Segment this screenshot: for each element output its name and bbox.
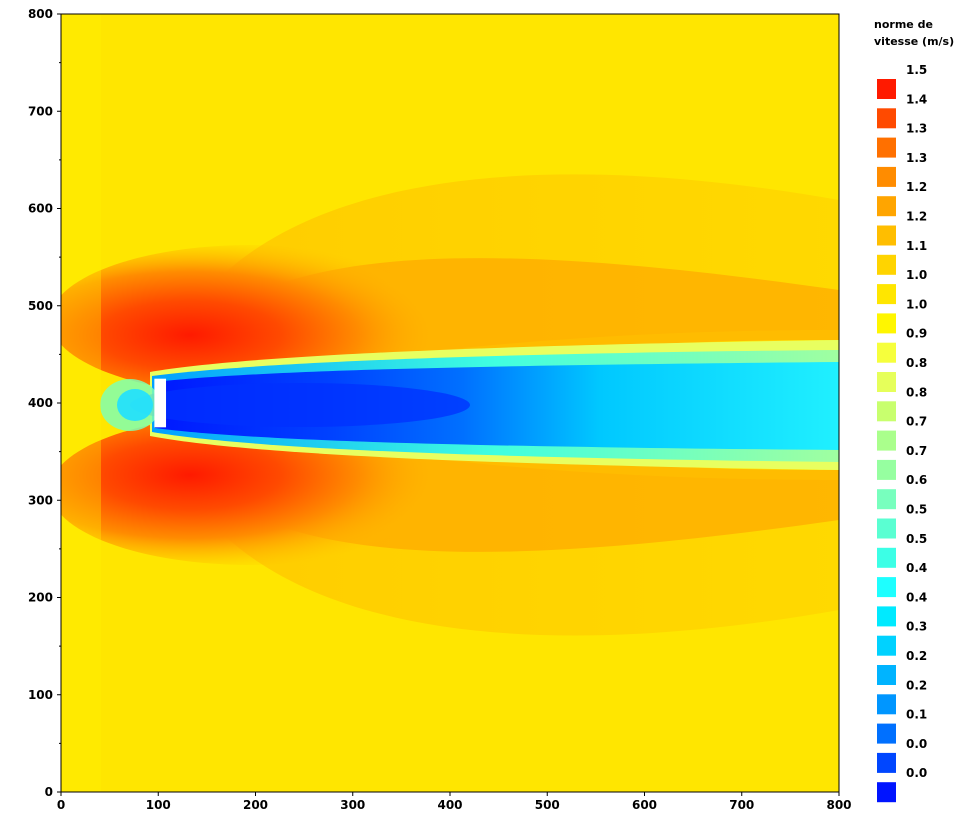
colorbar-swatch <box>877 313 896 334</box>
y-tick-label: 400 <box>28 396 53 410</box>
colorbar-swatch <box>877 518 896 539</box>
x-tick-label: 200 <box>243 798 268 812</box>
y-tick-label: 0 <box>45 785 53 799</box>
colorbar-label: 0.4 <box>906 561 927 575</box>
colorbar-title: norme de vitesse (m/s) <box>874 16 974 50</box>
colorbar-swatch <box>877 372 896 392</box>
colorbar-swatch <box>877 577 896 598</box>
colorbar-label: 1.0 <box>906 297 927 311</box>
y-tick-label: 800 <box>28 7 53 21</box>
colorbar-swatch <box>877 606 896 627</box>
colorbar-swatch <box>877 342 896 363</box>
x-tick-label: 800 <box>826 798 851 812</box>
colorbar-label: 0.4 <box>906 590 927 604</box>
x-tick-label: 600 <box>632 798 657 812</box>
velocity-field <box>61 14 839 792</box>
colorbar-label: 0.3 <box>906 620 927 634</box>
colorbar-swatch <box>877 254 896 275</box>
colorbar: 1.5 1.4 1.3 1.3 1.2 1.2 1.1 1.0 1.0 0.9 0.8 0.8 0.7 0… <box>877 63 927 803</box>
colorbar-swatch <box>877 752 896 773</box>
y-tick-label: 600 <box>28 202 53 216</box>
x-tick-label: 700 <box>729 798 754 812</box>
colorbar-label: 0.7 <box>906 444 927 458</box>
colorbar-swatch <box>877 166 896 187</box>
colorbar-label: 1.4 <box>906 92 927 106</box>
colorbar-label: 0.8 <box>906 356 927 370</box>
colorbar-swatch <box>877 137 896 158</box>
colorbar-label: 0.0 <box>906 766 927 780</box>
y-tick-label: 100 <box>28 688 53 702</box>
colorbar-title-line-2: vitesse (m/s) <box>874 35 955 48</box>
colorbar-label: 1.1 <box>906 239 927 253</box>
x-axis: 0 100 200 300 400 500 600 700 800 <box>57 792 852 812</box>
colorbar-label: 0.2 <box>906 649 927 663</box>
colorbar-label: 1.2 <box>906 180 927 194</box>
colorbar-label: 1.2 <box>906 210 927 224</box>
colorbar-swatch <box>877 225 896 246</box>
colorbar-swatch <box>877 401 896 422</box>
colorbar-swatch <box>877 196 896 217</box>
x-tick-label: 100 <box>146 798 171 812</box>
colorbar-swatch <box>877 694 896 715</box>
colorbar-label: 0.7 <box>906 415 927 429</box>
y-tick-label: 300 <box>28 493 53 507</box>
colorbar-swatch <box>877 547 896 568</box>
colorbar-label: 1.3 <box>906 122 927 136</box>
colorbar-label: 0.2 <box>906 678 927 692</box>
y-tick-label: 200 <box>28 591 53 605</box>
colorbar-label: 0.1 <box>906 708 927 722</box>
colorbar-label: 1.3 <box>906 151 927 165</box>
obstacle <box>154 378 167 428</box>
colorbar-swatch <box>877 723 896 744</box>
colorbar-label: 1.5 <box>906 63 927 77</box>
colorbar-swatch <box>877 459 896 480</box>
colorbar-swatch <box>877 489 896 510</box>
colorbar-swatch <box>877 108 896 129</box>
x-tick-label: 400 <box>437 798 462 812</box>
colorbar-swatch <box>877 635 896 656</box>
colorbar-label: 0.9 <box>906 327 927 341</box>
colorbar-label: 0.5 <box>906 503 927 517</box>
colorbar-swatch <box>877 782 896 803</box>
colorbar-swatch <box>877 430 896 451</box>
colorbar-label: 0.0 <box>906 737 927 751</box>
colorbar-swatch <box>877 79 896 99</box>
y-tick-label: 700 <box>28 104 53 118</box>
colorbar-label: 0.8 <box>906 385 927 399</box>
colorbar-title-line-1: norme de <box>874 18 933 31</box>
x-tick-label: 0 <box>57 798 65 812</box>
colorbar-swatch <box>877 665 896 685</box>
colorbar-label: 1.0 <box>906 268 927 282</box>
y-axis: 0 100 200 300 400 500 600 700 800 <box>28 7 61 799</box>
colorbar-label: 0.5 <box>906 532 927 546</box>
x-tick-label: 500 <box>535 798 560 812</box>
x-tick-label: 300 <box>340 798 365 812</box>
colorbar-label: 0.6 <box>906 473 927 487</box>
y-tick-label: 500 <box>28 299 53 313</box>
colorbar-swatch <box>877 284 896 305</box>
